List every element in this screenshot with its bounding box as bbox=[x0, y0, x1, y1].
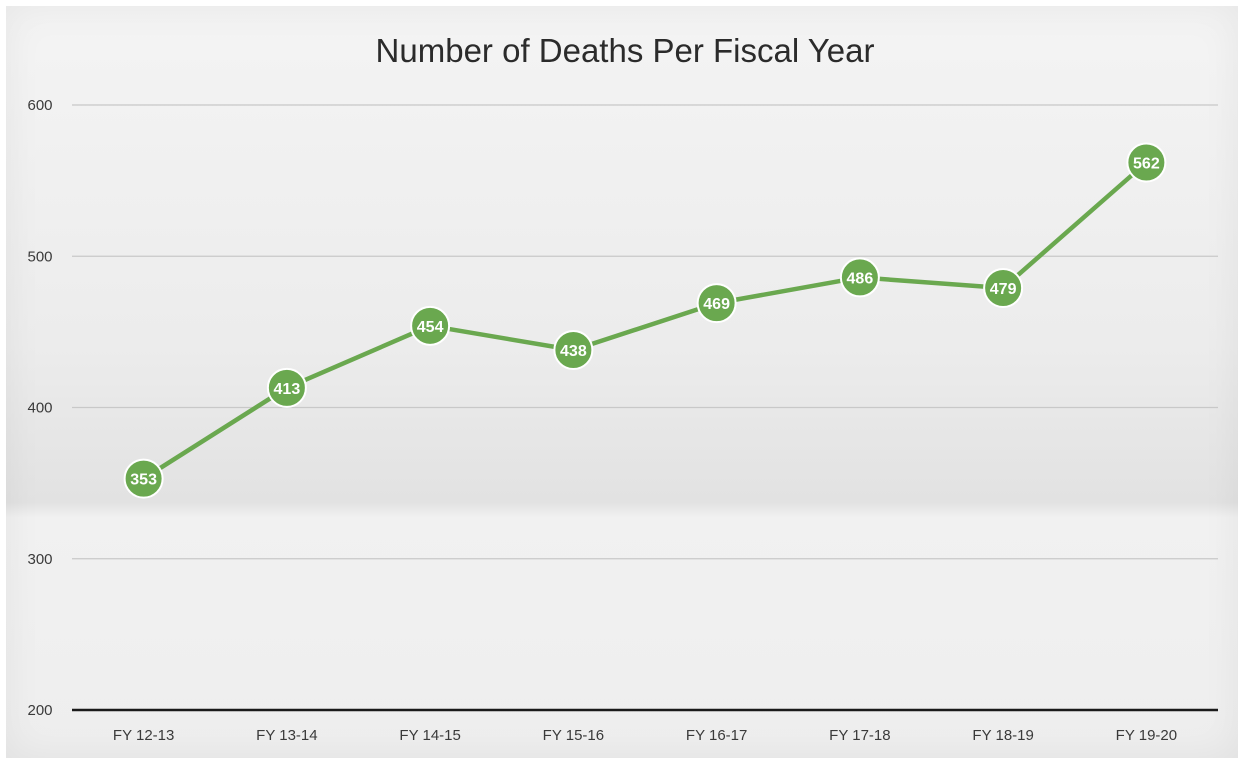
y-tick-label: 200 bbox=[27, 702, 52, 719]
x-tick-label: FY 12-13 bbox=[113, 727, 174, 744]
data-point-marker bbox=[123, 458, 164, 499]
x-tick-label: FY 15-16 bbox=[543, 727, 604, 744]
data-point-marker bbox=[983, 268, 1024, 309]
data-point-marker bbox=[839, 257, 880, 298]
x-tick-label: FY 18-19 bbox=[972, 727, 1033, 744]
y-tick-label: 300 bbox=[27, 551, 52, 568]
chart-frame bbox=[6, 6, 1238, 758]
data-point-marker bbox=[266, 367, 307, 408]
x-tick-label: FY 14-15 bbox=[399, 727, 460, 744]
chart-title: Number of Deaths Per Fiscal Year bbox=[376, 32, 875, 69]
x-tick-label: FY 13-14 bbox=[256, 727, 317, 744]
series-line-path bbox=[141, 160, 1149, 481]
data-label: 469 bbox=[703, 296, 730, 313]
y-tick-label: 400 bbox=[27, 400, 52, 417]
y-tick-label: 600 bbox=[27, 97, 52, 114]
gridlines bbox=[72, 104, 1218, 712]
data-label: 454 bbox=[417, 319, 444, 336]
x-axis-ticks: FY 12-13 FY 13-14 FY 14-15 FY 15-16 FY 16-17… bbox=[113, 727, 1177, 744]
data-label: 413 bbox=[274, 381, 301, 398]
x-tick-label: FY 19-20 bbox=[1116, 727, 1177, 744]
data-point-marker bbox=[696, 283, 737, 324]
data-label: 438 bbox=[560, 343, 587, 360]
series-line bbox=[141, 160, 1149, 481]
y-tick-label: 500 bbox=[27, 248, 52, 265]
data-point-marker bbox=[1126, 142, 1167, 183]
data-label: 562 bbox=[1133, 155, 1160, 172]
data-point-marker bbox=[410, 305, 451, 346]
data-points: 353 413 454 438 469 486 479 562 bbox=[123, 142, 1167, 499]
y-axis-ticks: 200 300 400 500 600 bbox=[27, 97, 52, 719]
data-point-marker bbox=[553, 330, 594, 371]
data-label: 479 bbox=[990, 281, 1017, 298]
data-label: 486 bbox=[847, 270, 874, 287]
x-tick-label: FY 17-18 bbox=[829, 727, 890, 744]
x-tick-label: FY 16-17 bbox=[686, 727, 747, 744]
data-label: 353 bbox=[130, 472, 157, 489]
